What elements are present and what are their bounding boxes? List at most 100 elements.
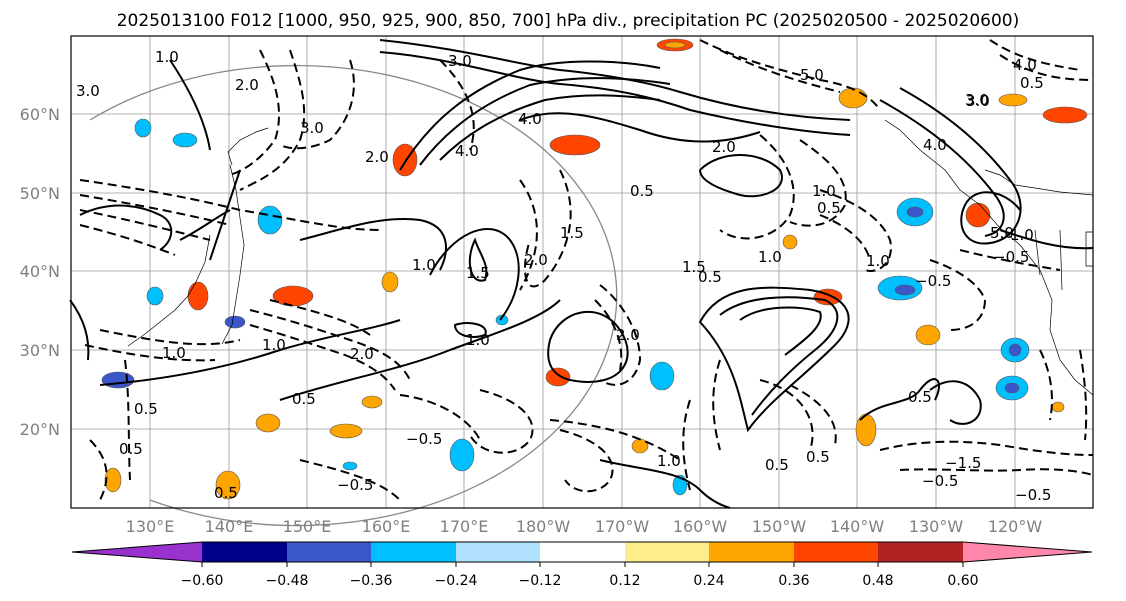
- projection-circle: [89, 64, 618, 527]
- contour-label: 0.5: [817, 199, 841, 217]
- contour-label: 1.0: [657, 452, 681, 470]
- lon-label: 140°E: [205, 517, 254, 536]
- contour-label: −0.5: [337, 476, 373, 494]
- lon-label: 130°E: [126, 517, 175, 536]
- colorbar-segment: [72, 542, 202, 562]
- contour-label: 1.5: [560, 224, 584, 242]
- contour-label: 5.0: [800, 66, 824, 84]
- lat-label: 20°N: [20, 420, 60, 439]
- colorbar-segment: [540, 542, 625, 562]
- contour-label: 1.0: [866, 252, 890, 270]
- contour-label: 0.5: [630, 182, 654, 200]
- contour-label: −1.5: [945, 454, 981, 472]
- colorbar-segment: [456, 542, 540, 562]
- contour-label: 3.0: [76, 82, 100, 100]
- colorbar-segment: [371, 542, 456, 562]
- contour-label: 2.0: [616, 326, 640, 344]
- lon-label: 170°W: [595, 517, 650, 536]
- contour-label: 0.5: [1020, 74, 1044, 92]
- contour-label: 3.0: [966, 92, 990, 110]
- latitude-tick-labels: 60°N 50°N 40°N 30°N 20°N: [20, 105, 60, 439]
- contour-label: 1.0: [758, 248, 782, 266]
- colorbar-label: 0.36: [778, 573, 809, 589]
- contour-labels: 3.0 3.0 3.0 3.0 5.0 5.0 4.0 4.0 4.0 4.0 …: [76, 48, 1051, 504]
- colorbar-segment: [963, 542, 1092, 562]
- colorbar-segment: [794, 542, 878, 562]
- map-frame: [70, 35, 1094, 509]
- contour-label: 0.5: [765, 456, 789, 474]
- lat-label: 40°N: [20, 262, 60, 281]
- contour-label: 0.5: [806, 448, 830, 466]
- contour-label: 0.5: [698, 268, 722, 286]
- contour-label: 4.0: [1013, 56, 1037, 74]
- lat-label: 30°N: [20, 341, 60, 360]
- colorbar-segment: [878, 542, 963, 562]
- contour-label: 1.5: [682, 258, 706, 276]
- colorbar-segment: [625, 542, 709, 562]
- contour-label: −0.5: [922, 472, 958, 490]
- contour-label: 3.0: [448, 52, 472, 70]
- map-panel: 3.0 3.0 3.0 3.0 5.0 5.0 4.0 4.0 4.0 4.0 …: [69, 35, 1094, 527]
- colorbar-label: 0.60: [947, 573, 978, 589]
- contour-label: 2.0: [524, 251, 548, 269]
- graticule: [71, 36, 1093, 508]
- colorbar-label: 0.48: [862, 573, 893, 589]
- colorbar-segments: [71, 541, 1093, 567]
- contour-label: 0.5: [908, 388, 932, 406]
- contour-label: 1.0: [155, 48, 179, 66]
- contour-label: 2.0: [235, 76, 259, 94]
- lon-label: 180°W: [516, 517, 571, 536]
- lon-label: 150°W: [752, 517, 807, 536]
- colorbar-label: −0.12: [519, 573, 562, 589]
- contour-label: 0.5: [134, 400, 158, 418]
- contour-label: 1.0: [412, 256, 436, 274]
- contour-label: 3.0: [965, 91, 989, 109]
- lon-label: 160°W: [673, 517, 728, 536]
- contour-label: 0.5: [119, 440, 143, 458]
- colorbar-label: −0.24: [435, 573, 478, 589]
- colorbar-label: −0.48: [266, 573, 309, 589]
- divergence-contours-positive: [69, 39, 1094, 509]
- contour-label: 4.0: [518, 110, 542, 128]
- colorbar-labels: −0.60 −0.48 −0.36 −0.24 −0.12 0.12 0.24 …: [181, 573, 979, 589]
- lon-label: 160°E: [362, 517, 411, 536]
- colorbar-segment: [709, 542, 794, 562]
- coastlines: [127, 119, 1094, 396]
- contour-label: 0.5: [214, 484, 238, 502]
- contour-label: 2.0: [365, 148, 389, 166]
- contour-label: 1.5: [466, 264, 490, 282]
- map-title: 2025013100 F012 [1000, 950, 925, 900, 85…: [117, 11, 1020, 31]
- colorbar: −0.60 −0.48 −0.36 −0.24 −0.12 0.12 0.24 …: [71, 541, 1093, 589]
- contour-label: 3.0: [300, 119, 324, 137]
- colorbar-label: 0.12: [609, 573, 640, 589]
- divergence-contours-negative: [79, 39, 1094, 501]
- contour-label: 1.0: [812, 182, 836, 200]
- longitude-tick-labels: 130°E 140°E 150°E 160°E 170°E 180°W 170°…: [126, 517, 1043, 536]
- lon-label: 140°W: [830, 517, 885, 536]
- contour-label: 2.0: [712, 138, 736, 156]
- lat-label: 50°N: [20, 184, 60, 203]
- contour-label: −0.5: [1015, 486, 1051, 504]
- contour-label: −0.5: [915, 272, 951, 290]
- contour-label: −0.5: [406, 430, 442, 448]
- contour-label: 1.0: [162, 344, 186, 362]
- colorbar-segment: [287, 542, 371, 562]
- contour-label: 5.0: [990, 224, 1014, 242]
- contour-label: 1.0: [466, 331, 490, 349]
- colorbar-label: 0.24: [693, 573, 724, 589]
- colorbar-label: −0.60: [181, 573, 224, 589]
- contour-label: 1.0: [1010, 226, 1034, 244]
- lon-label: 150°E: [283, 517, 332, 536]
- lon-label: 170°E: [440, 517, 489, 536]
- contour-label: −0.5: [993, 248, 1029, 266]
- lon-label: 120°W: [988, 517, 1043, 536]
- colorbar-label: −0.36: [350, 573, 393, 589]
- contour-label: 2.0: [350, 345, 374, 363]
- lat-label: 60°N: [20, 105, 60, 124]
- contour-label: 4.0: [923, 136, 947, 154]
- lon-label: 130°W: [909, 517, 964, 536]
- contour-label: 0.5: [292, 390, 316, 408]
- colorbar-segment: [202, 542, 287, 562]
- contour-label: 1.0: [262, 336, 286, 354]
- contour-label: 4.0: [455, 142, 479, 160]
